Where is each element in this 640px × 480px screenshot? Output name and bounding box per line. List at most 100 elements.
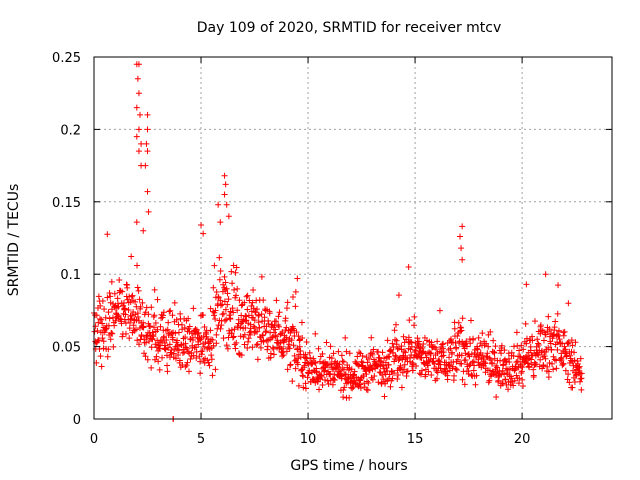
data-point-peak	[144, 126, 151, 133]
data-point	[233, 339, 240, 346]
data-point	[431, 360, 438, 367]
data-point	[298, 319, 305, 326]
data-point	[482, 360, 489, 367]
data-point	[475, 334, 482, 341]
data-point	[128, 293, 135, 300]
data-point	[453, 367, 460, 374]
data-point	[346, 350, 353, 357]
data-point	[386, 353, 393, 360]
data-point	[293, 329, 300, 336]
data-point	[451, 372, 458, 379]
data-point	[526, 364, 533, 371]
data-point-peak	[144, 111, 151, 118]
data-point	[469, 359, 476, 366]
data-point	[486, 377, 493, 384]
data-point	[163, 336, 170, 343]
data-point-peak	[221, 191, 228, 198]
data-point	[299, 335, 306, 342]
data-point	[512, 363, 519, 370]
data-point	[560, 361, 567, 368]
data-point	[217, 302, 224, 309]
data-point	[520, 346, 527, 353]
data-point	[389, 340, 396, 347]
y-axis-label: SRMTID / TECUs	[6, 184, 22, 297]
data-point	[287, 362, 294, 369]
data-point	[111, 322, 118, 329]
data-point	[551, 356, 558, 363]
data-point	[363, 386, 370, 393]
data-point	[129, 292, 136, 299]
data-point	[401, 348, 408, 355]
data-point	[271, 329, 277, 336]
data-point	[546, 326, 553, 333]
data-point	[135, 287, 142, 294]
data-point	[534, 351, 541, 358]
data-point	[444, 376, 451, 383]
data-point-peak	[143, 140, 150, 147]
data-point	[152, 320, 159, 327]
data-point	[311, 377, 318, 384]
data-point	[151, 356, 158, 363]
data-point	[395, 292, 402, 299]
data-point	[578, 370, 585, 377]
data-point	[208, 352, 215, 359]
data-point	[106, 289, 113, 296]
data-point	[128, 315, 135, 322]
data-point	[140, 323, 147, 330]
data-point	[216, 254, 223, 261]
data-point	[260, 297, 267, 304]
data-point	[511, 377, 518, 384]
data-point	[548, 346, 555, 353]
data-point	[242, 324, 249, 331]
data-point	[529, 337, 536, 344]
data-point	[570, 349, 577, 356]
data-point	[578, 386, 585, 393]
data-point	[230, 262, 237, 269]
data-point	[502, 358, 509, 365]
data-point	[286, 341, 293, 348]
data-point	[183, 345, 190, 352]
data-point	[319, 350, 326, 357]
data-point	[256, 324, 263, 331]
data-point	[343, 348, 350, 355]
data-point	[537, 356, 544, 363]
data-point	[406, 317, 413, 324]
data-point	[226, 327, 233, 334]
data-point	[565, 339, 572, 346]
data-point	[415, 338, 422, 345]
data-point	[295, 355, 302, 362]
data-point	[354, 361, 361, 368]
data-point	[409, 360, 416, 367]
data-point	[122, 330, 129, 337]
data-point	[363, 371, 370, 378]
data-point	[221, 317, 228, 324]
x-tick-label: 20	[514, 432, 531, 447]
data-point	[312, 330, 319, 337]
data-point	[141, 350, 148, 357]
data-point-peak	[145, 208, 152, 215]
data-point	[104, 353, 111, 360]
data-point	[339, 358, 346, 365]
data-point	[439, 341, 446, 348]
plot-frame	[93, 56, 613, 420]
data-point	[302, 351, 309, 358]
data-point	[276, 309, 283, 316]
data-point	[378, 379, 385, 386]
data-point	[93, 312, 100, 319]
data-point	[213, 331, 220, 338]
data-point	[473, 372, 480, 379]
data-point	[175, 347, 182, 354]
data-point	[362, 365, 369, 372]
data-point	[136, 296, 143, 303]
data-point	[222, 306, 229, 313]
data-point	[212, 307, 219, 314]
data-point	[551, 324, 558, 331]
data-point	[219, 311, 226, 318]
data-point	[547, 340, 554, 347]
data-point	[546, 359, 553, 366]
data-point	[148, 304, 155, 311]
data-point	[539, 365, 546, 372]
data-point	[229, 334, 236, 341]
data-point	[131, 327, 138, 334]
data-point	[99, 297, 106, 304]
